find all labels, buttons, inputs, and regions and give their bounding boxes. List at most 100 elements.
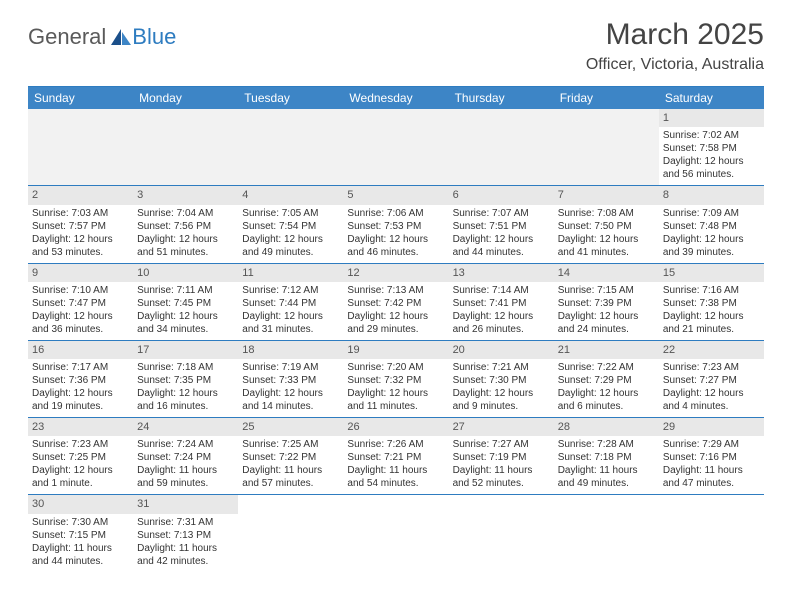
sunrise-line: Sunrise: 7:27 AM	[453, 438, 550, 451]
sunrise-line: Sunrise: 7:19 AM	[242, 361, 339, 374]
day-number: 30	[28, 495, 133, 513]
page-title: March 2025	[586, 18, 764, 52]
sunset-line: Sunset: 7:57 PM	[32, 220, 129, 233]
daylight-line: Daylight: 12 hours and 31 minutes.	[242, 310, 339, 336]
calendar-cell-empty	[238, 495, 343, 571]
sunrise-line: Sunrise: 7:17 AM	[32, 361, 129, 374]
calendar-cell-empty	[343, 109, 448, 185]
calendar-cell-empty	[133, 109, 238, 185]
day-number: 28	[554, 418, 659, 436]
sunset-line: Sunset: 7:41 PM	[453, 297, 550, 310]
sunrise-line: Sunrise: 7:29 AM	[663, 438, 760, 451]
calendar-week: 16Sunrise: 7:17 AMSunset: 7:36 PMDayligh…	[28, 341, 764, 418]
sunset-line: Sunset: 7:38 PM	[663, 297, 760, 310]
day-number: 2	[28, 186, 133, 204]
sunset-line: Sunset: 7:58 PM	[663, 142, 760, 155]
logo-text-1: General	[28, 24, 106, 50]
daylight-line: Daylight: 11 hours and 42 minutes.	[137, 542, 234, 568]
day-number: 27	[449, 418, 554, 436]
calendar-cell: 20Sunrise: 7:21 AMSunset: 7:30 PMDayligh…	[449, 341, 554, 417]
calendar-cell: 10Sunrise: 7:11 AMSunset: 7:45 PMDayligh…	[133, 264, 238, 340]
daylight-line: Daylight: 12 hours and 51 minutes.	[137, 233, 234, 259]
day-number: 8	[659, 186, 764, 204]
calendar-cell: 6Sunrise: 7:07 AMSunset: 7:51 PMDaylight…	[449, 186, 554, 262]
calendar-cell-empty	[449, 495, 554, 571]
daylight-line: Daylight: 12 hours and 26 minutes.	[453, 310, 550, 336]
calendar-week: 2Sunrise: 7:03 AMSunset: 7:57 PMDaylight…	[28, 186, 764, 263]
sunrise-line: Sunrise: 7:10 AM	[32, 284, 129, 297]
daylight-line: Daylight: 11 hours and 47 minutes.	[663, 464, 760, 490]
sunrise-line: Sunrise: 7:18 AM	[137, 361, 234, 374]
calendar-cell: 17Sunrise: 7:18 AMSunset: 7:35 PMDayligh…	[133, 341, 238, 417]
sunset-line: Sunset: 7:42 PM	[347, 297, 444, 310]
calendar-cell: 23Sunrise: 7:23 AMSunset: 7:25 PMDayligh…	[28, 418, 133, 494]
calendar-day-header: SundayMondayTuesdayWednesdayThursdayFrid…	[28, 87, 764, 109]
day-number: 26	[343, 418, 448, 436]
calendar-cell-empty	[28, 109, 133, 185]
daylight-line: Daylight: 12 hours and 14 minutes.	[242, 387, 339, 413]
sunrise-line: Sunrise: 7:26 AM	[347, 438, 444, 451]
sunrise-line: Sunrise: 7:20 AM	[347, 361, 444, 374]
calendar-cell: 27Sunrise: 7:27 AMSunset: 7:19 PMDayligh…	[449, 418, 554, 494]
sunrise-line: Sunrise: 7:04 AM	[137, 207, 234, 220]
daylight-line: Daylight: 11 hours and 49 minutes.	[558, 464, 655, 490]
calendar-cell: 29Sunrise: 7:29 AMSunset: 7:16 PMDayligh…	[659, 418, 764, 494]
daylight-line: Daylight: 12 hours and 9 minutes.	[453, 387, 550, 413]
sunset-line: Sunset: 7:33 PM	[242, 374, 339, 387]
day-number: 13	[449, 264, 554, 282]
calendar-cell: 18Sunrise: 7:19 AMSunset: 7:33 PMDayligh…	[238, 341, 343, 417]
sunset-line: Sunset: 7:15 PM	[32, 529, 129, 542]
day-number: 15	[659, 264, 764, 282]
calendar-cell: 28Sunrise: 7:28 AMSunset: 7:18 PMDayligh…	[554, 418, 659, 494]
sunrise-line: Sunrise: 7:16 AM	[663, 284, 760, 297]
daylight-line: Daylight: 12 hours and 6 minutes.	[558, 387, 655, 413]
day-number: 24	[133, 418, 238, 436]
sunrise-line: Sunrise: 7:24 AM	[137, 438, 234, 451]
calendar-cell: 16Sunrise: 7:17 AMSunset: 7:36 PMDayligh…	[28, 341, 133, 417]
daylight-line: Daylight: 12 hours and 21 minutes.	[663, 310, 760, 336]
sunrise-line: Sunrise: 7:12 AM	[242, 284, 339, 297]
sunset-line: Sunset: 7:53 PM	[347, 220, 444, 233]
sunset-line: Sunset: 7:48 PM	[663, 220, 760, 233]
sunrise-line: Sunrise: 7:13 AM	[347, 284, 444, 297]
sunrise-line: Sunrise: 7:08 AM	[558, 207, 655, 220]
sunrise-line: Sunrise: 7:11 AM	[137, 284, 234, 297]
sunset-line: Sunset: 7:45 PM	[137, 297, 234, 310]
daylight-line: Daylight: 12 hours and 1 minute.	[32, 464, 129, 490]
location-subtitle: Officer, Victoria, Australia	[586, 56, 764, 74]
sunrise-line: Sunrise: 7:23 AM	[663, 361, 760, 374]
sunset-line: Sunset: 7:56 PM	[137, 220, 234, 233]
sunrise-line: Sunrise: 7:09 AM	[663, 207, 760, 220]
daylight-line: Daylight: 12 hours and 36 minutes.	[32, 310, 129, 336]
sunset-line: Sunset: 7:16 PM	[663, 451, 760, 464]
sunset-line: Sunset: 7:36 PM	[32, 374, 129, 387]
calendar-week: 9Sunrise: 7:10 AMSunset: 7:47 PMDaylight…	[28, 264, 764, 341]
sunrise-line: Sunrise: 7:14 AM	[453, 284, 550, 297]
day-number: 9	[28, 264, 133, 282]
calendar-cell: 13 Sunrise: 7:14 AMSunset: 7:41 PMDayligh…	[449, 264, 554, 340]
day-number: 19	[343, 341, 448, 359]
daylight-line: Daylight: 12 hours and 53 minutes.	[32, 233, 129, 259]
day-number: 1	[659, 109, 764, 127]
day-number: 5	[343, 186, 448, 204]
daylight-line: Daylight: 12 hours and 16 minutes.	[137, 387, 234, 413]
calendar-cell: 12Sunrise: 7:13 AMSunset: 7:42 PMDayligh…	[343, 264, 448, 340]
calendar-cell: 25Sunrise: 7:25 AMSunset: 7:22 PMDayligh…	[238, 418, 343, 494]
daylight-line: Daylight: 12 hours and 29 minutes.	[347, 310, 444, 336]
day-header-saturday: Saturday	[659, 87, 764, 109]
day-header-monday: Monday	[133, 87, 238, 109]
calendar-cell: 2Sunrise: 7:03 AMSunset: 7:57 PMDaylight…	[28, 186, 133, 262]
sunset-line: Sunset: 7:32 PM	[347, 374, 444, 387]
sunset-line: Sunset: 7:35 PM	[137, 374, 234, 387]
sunset-line: Sunset: 7:24 PM	[137, 451, 234, 464]
daylight-line: Daylight: 11 hours and 54 minutes.	[347, 464, 444, 490]
calendar-cell: 4Sunrise: 7:05 AMSunset: 7:54 PMDaylight…	[238, 186, 343, 262]
calendar: SundayMondayTuesdayWednesdayThursdayFrid…	[28, 86, 764, 572]
calendar-cell: 11 Sunrise: 7:12 AMSunset: 7:44 PMDayligh…	[238, 264, 343, 340]
sunset-line: Sunset: 7:44 PM	[242, 297, 339, 310]
day-number: 11	[238, 264, 343, 282]
sunset-line: Sunset: 7:18 PM	[558, 451, 655, 464]
day-number: 21	[554, 341, 659, 359]
day-number: 4	[238, 186, 343, 204]
calendar-week: 23Sunrise: 7:23 AMSunset: 7:25 PMDayligh…	[28, 418, 764, 495]
